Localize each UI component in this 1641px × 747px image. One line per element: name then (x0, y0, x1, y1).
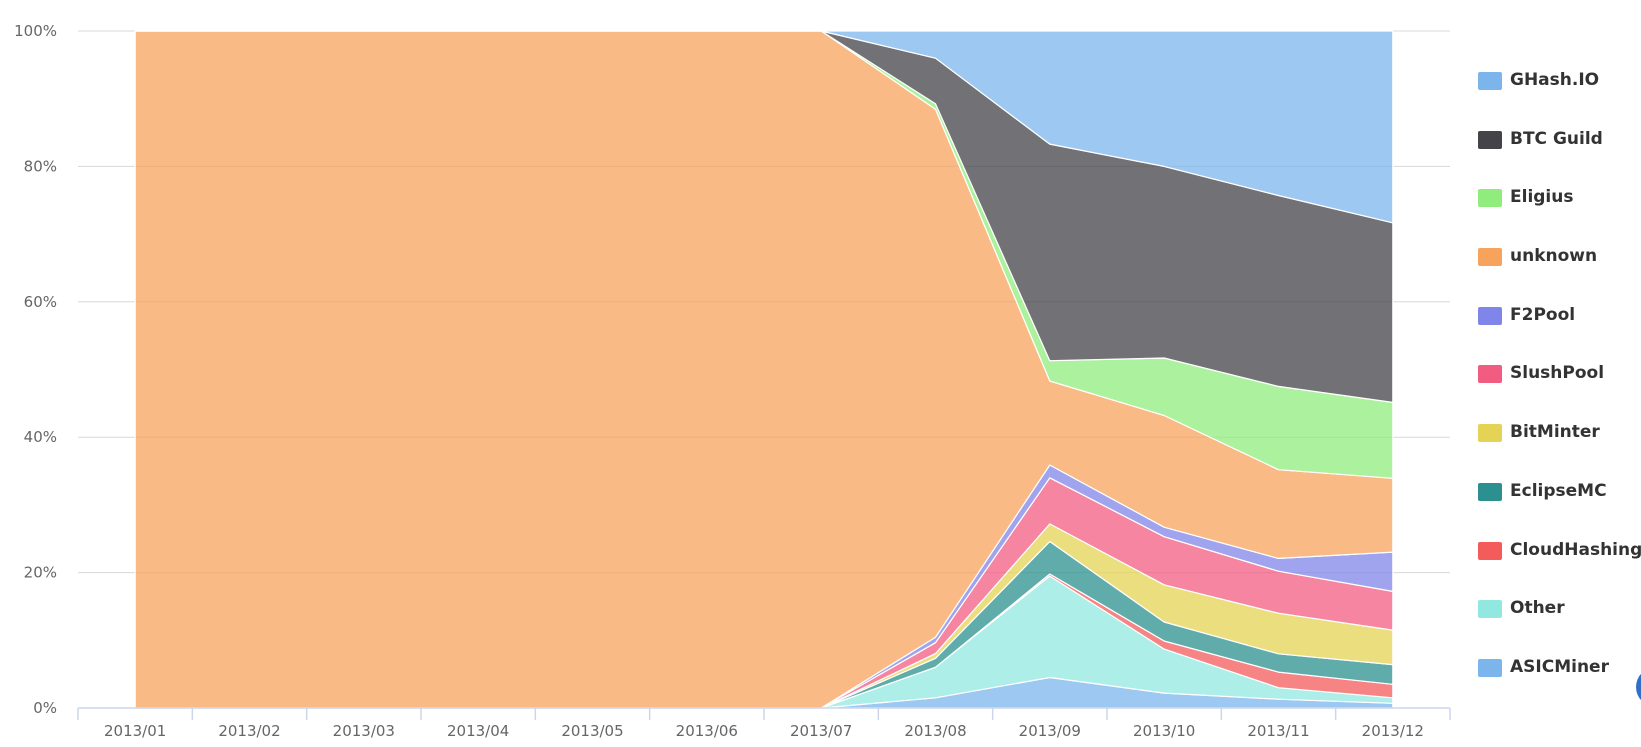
legend-swatch (1478, 365, 1502, 384)
legend-label: BTC Guild (1510, 128, 1603, 149)
x-tick-label: 2013/09 (1019, 722, 1081, 740)
legend-item-unknown[interactable]: unknown (1478, 242, 1641, 301)
x-tick-label: 2013/06 (676, 722, 738, 740)
legend-label: EclipseMC (1510, 480, 1607, 501)
x-tick-label: 2013/05 (561, 722, 623, 740)
y-tick-label: 40% (24, 428, 57, 446)
x-tick-label: 2013/12 (1362, 722, 1424, 740)
legend-label: ASICMiner (1510, 656, 1609, 677)
y-tick-label: 100% (14, 22, 57, 40)
legend-swatch (1478, 482, 1502, 501)
x-tick-label: 2013/07 (790, 722, 852, 740)
area-series (134, 30, 1394, 709)
legend-swatch (1478, 130, 1502, 149)
legend-item-eligius[interactable]: Eligius (1478, 183, 1641, 242)
y-tick-label: 60% (24, 293, 57, 311)
legend-swatch (1478, 541, 1502, 560)
x-tick-label: 2013/10 (1133, 722, 1195, 740)
legend-item-ghash-io[interactable]: GHash.IO (1478, 66, 1641, 125)
legend-item-slushpool[interactable]: SlushPool (1478, 359, 1641, 418)
legend-item-asicminer[interactable]: ASICMiner (1478, 653, 1641, 712)
legend-swatch (1478, 424, 1502, 443)
y-tick-label: 20% (24, 564, 57, 582)
legend-label: Eligius (1510, 187, 1574, 208)
legend-label: SlushPool (1510, 363, 1605, 384)
legend-item-eclipsemc[interactable]: EclipseMC (1478, 477, 1641, 536)
legend-swatch (1478, 189, 1502, 208)
legend-swatch (1478, 72, 1502, 90)
area-ghash-io[interactable] (134, 30, 1394, 224)
legend-label: BitMinter (1510, 422, 1600, 443)
y-tick-label: 80% (24, 157, 57, 175)
x-tick-label: 2013/04 (447, 722, 509, 740)
chart-legend: GHash.IO BTC Guild Eligius unknown F2Poo… (1478, 66, 1641, 712)
x-tick-label: 2013/08 (904, 722, 966, 740)
floating-action-button[interactable] (1636, 667, 1641, 707)
legend-swatch (1478, 248, 1502, 267)
legend-swatch (1478, 658, 1502, 677)
legend-swatch (1478, 600, 1502, 619)
legend-label: CloudHashing (1510, 539, 1641, 560)
legend-label: F2Pool (1510, 304, 1576, 325)
x-tick-label: 2013/01 (104, 722, 166, 740)
legend-item-bitminter[interactable]: BitMinter (1478, 418, 1641, 477)
x-tick-label: 2013/11 (1247, 722, 1309, 740)
x-tick-label: 2013/02 (218, 722, 280, 740)
legend-label: GHash.IO (1510, 70, 1600, 90)
legend-item-btc-guild[interactable]: BTC Guild (1478, 125, 1641, 184)
legend-label: unknown (1510, 246, 1598, 267)
legend-item-cloudhashing[interactable]: CloudHashing (1478, 536, 1641, 595)
legend-item-other[interactable]: Other (1478, 594, 1641, 653)
axes: 0% 20% 40% 60% 80% 100% 2013/01 2013/02 2013/03 2… (14, 22, 1451, 740)
y-tick-label: 0% (33, 699, 57, 717)
legend-item-f2pool[interactable]: F2Pool (1478, 301, 1641, 360)
x-tick-label: 2013/03 (333, 722, 395, 740)
legend-swatch (1478, 306, 1502, 325)
legend-label: Other (1510, 598, 1565, 619)
